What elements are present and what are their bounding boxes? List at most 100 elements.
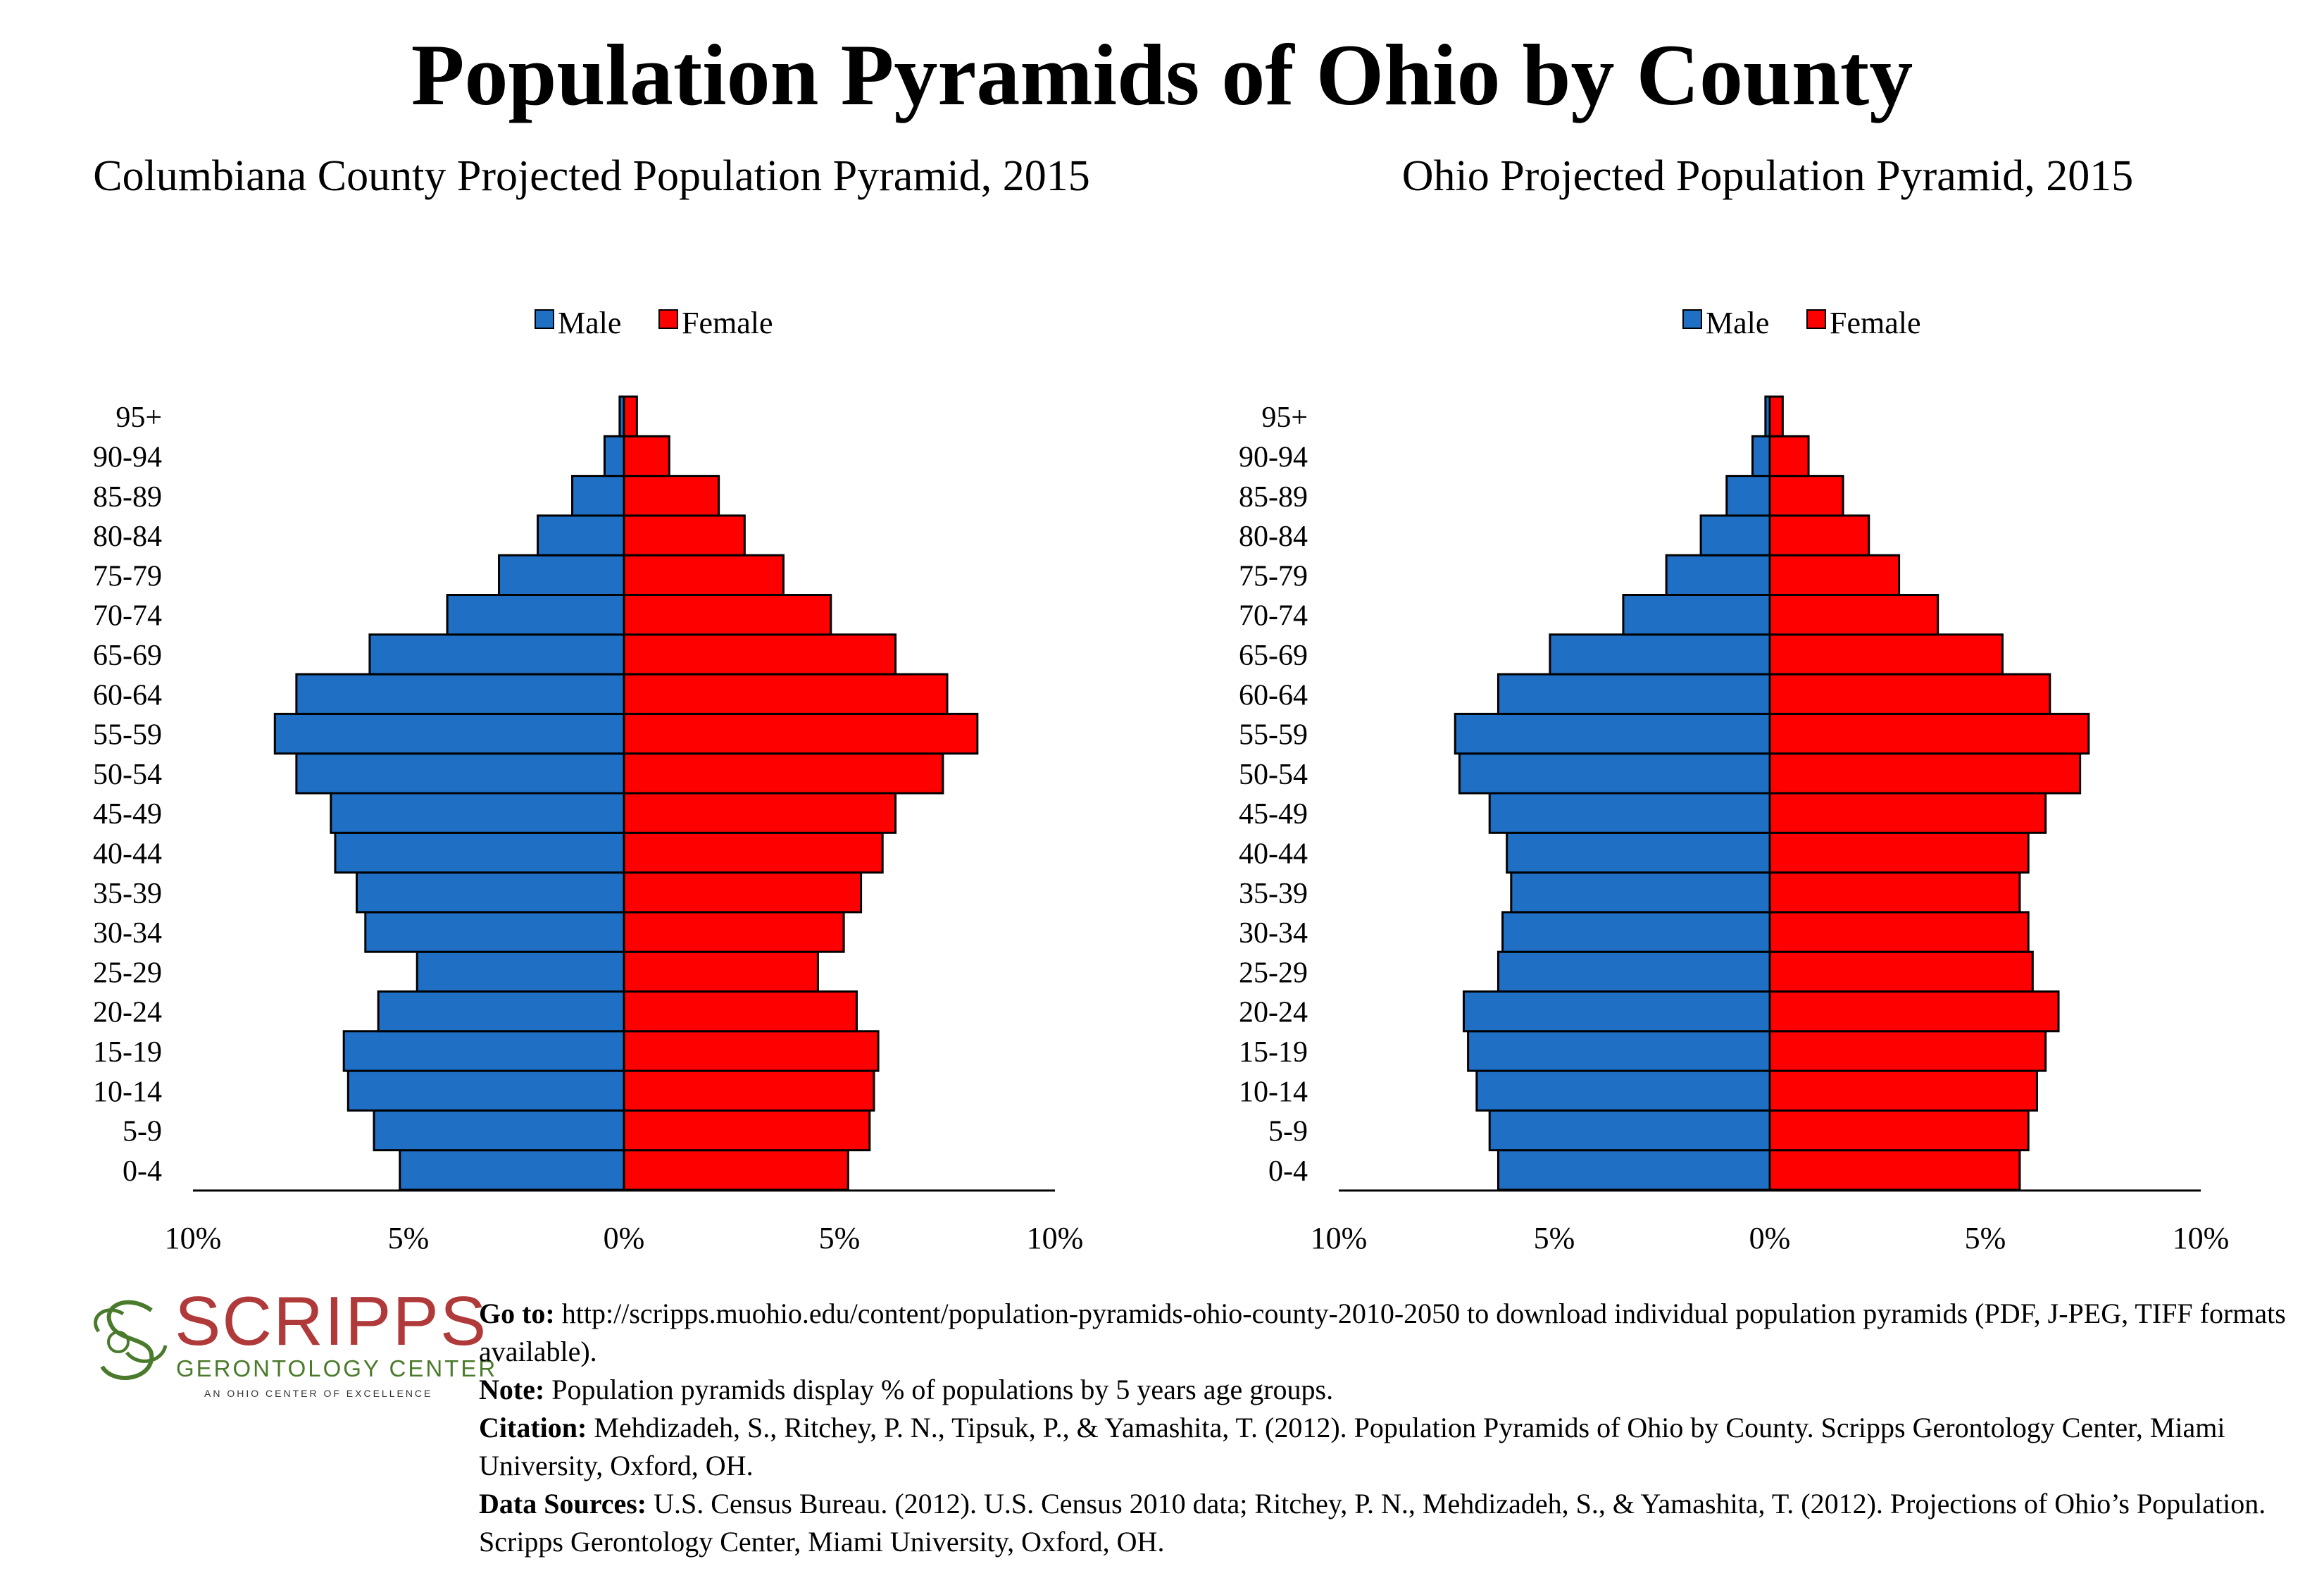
age-label: 15-19: [1239, 1036, 1308, 1069]
bar-female-55-59: [1768, 712, 2090, 755]
age-label: 35-39: [1239, 878, 1308, 910]
bar-female-75-79: [623, 554, 785, 597]
bar-female-30-34: [623, 911, 845, 953]
bar-male-65-69: [1549, 633, 1771, 676]
legend-swatch-female: [1806, 309, 1826, 329]
bar-male-90-94: [603, 435, 625, 478]
age-label: 30-34: [1239, 917, 1308, 950]
bar-female-5-9: [623, 1109, 871, 1152]
age-label: 95+: [115, 402, 162, 434]
bar-male-25-29: [1497, 950, 1771, 993]
x-tick-label: 10%: [2173, 1221, 2230, 1255]
pyramid-charts: Male Female 0-4 5-9 10-14 15-19 20-24 25-29 30-3…: [93, 306, 2230, 1255]
age-label: 0-4: [1268, 1155, 1308, 1188]
bar-female-65-69: [623, 633, 897, 676]
legend-label-male: Male: [1706, 306, 1769, 340]
legend-swatch-male: [1682, 309, 1702, 329]
bar-male-30-34: [364, 911, 625, 953]
sources-note: Data Sources: U.S. Census Bureau. (2012)…: [479, 1485, 2310, 1561]
bar-female-55-59: [623, 712, 979, 755]
note-text: Population pyramids display % of populat…: [544, 1374, 1334, 1405]
age-label: 15-19: [93, 1036, 162, 1069]
age-label: 10-14: [1239, 1076, 1308, 1108]
age-label: 75-79: [93, 560, 162, 592]
bar-male-60-64: [1497, 673, 1771, 715]
bar-female-70-74: [623, 594, 832, 636]
bar-male-40-44: [1506, 831, 1771, 874]
bar-female-60-64: [623, 673, 949, 715]
bar-female-40-44: [623, 831, 884, 874]
bar-female-80-84: [1768, 514, 1870, 557]
goto-label: Go to:: [479, 1298, 555, 1329]
age-label: 35-39: [93, 878, 162, 910]
bar-male-80-84: [537, 514, 625, 557]
age-label: 25-29: [93, 957, 162, 989]
age-label: 90-94: [93, 441, 162, 473]
sources-label: Data Sources:: [479, 1488, 647, 1519]
bar-male-60-64: [295, 673, 625, 715]
bar-male-65-69: [368, 633, 625, 676]
age-label: 85-89: [93, 481, 162, 514]
bar-male-0-4: [399, 1149, 625, 1191]
bar-male-85-89: [1725, 475, 1771, 517]
bar-male-45-49: [330, 792, 625, 834]
bar-male-90-94: [1751, 435, 1771, 478]
page-title: Population Pyramids of Ohio by County: [411, 27, 1913, 123]
bar-male-30-34: [1501, 911, 1771, 953]
goto-text: http://scripps.muohio.edu/content/popula…: [479, 1298, 2286, 1367]
age-label: 95+: [1261, 402, 1308, 434]
age-label: 55-59: [93, 719, 162, 752]
age-label: 75-79: [1239, 560, 1308, 592]
bar-female-30-34: [1768, 911, 2030, 953]
bar-male-20-24: [1462, 990, 1771, 1033]
bar-male-10-14: [346, 1069, 625, 1112]
bar-male-50-54: [295, 752, 625, 795]
bar-female-10-14: [623, 1069, 875, 1112]
x-tick-label: 10%: [1311, 1221, 1368, 1255]
bar-female-65-69: [1768, 633, 2004, 676]
bar-male-50-54: [1458, 752, 1771, 795]
bar-female-85-89: [1768, 475, 1844, 517]
age-label: 85-89: [1239, 481, 1308, 514]
legend-label-female: Female: [682, 306, 773, 340]
legend-swatch-male: [535, 309, 554, 329]
legend-swatch-female: [658, 309, 678, 329]
bar-female-50-54: [623, 752, 944, 795]
bar-female-15-19: [623, 1030, 880, 1072]
bar-female-20-24: [1768, 990, 2060, 1033]
bar-male-45-49: [1488, 792, 1771, 834]
legend-label-female: Female: [1830, 306, 1921, 340]
bar-female-95+: [1768, 395, 1784, 437]
bar-female-40-44: [1768, 831, 2030, 874]
bar-male-15-19: [342, 1030, 625, 1072]
age-label: 25-29: [1239, 957, 1308, 989]
bar-male-35-39: [1510, 871, 1771, 914]
bar-male-25-29: [416, 950, 625, 993]
citation-text: Mehdizadeh, S., Ritchey, P. N., Tipsuk, …: [479, 1412, 2225, 1481]
bar-female-15-19: [1768, 1030, 2047, 1072]
age-label: 20-24: [93, 997, 162, 1029]
bar-male-55-59: [1454, 712, 1771, 755]
bar-female-95+: [623, 395, 638, 437]
age-label: 65-69: [1239, 640, 1308, 672]
age-label: 55-59: [1239, 719, 1308, 752]
age-label: 45-49: [93, 798, 162, 831]
bar-male-0-4: [1497, 1149, 1771, 1191]
bar-male-10-14: [1475, 1069, 1771, 1112]
scripps-swirl-icon: [94, 1300, 168, 1380]
x-tick-label: 5%: [819, 1221, 861, 1255]
age-label: 45-49: [1239, 798, 1308, 831]
age-label: 80-84: [1239, 521, 1308, 553]
bar-male-40-44: [334, 831, 625, 874]
bar-female-20-24: [623, 990, 858, 1033]
age-label: 10-14: [93, 1076, 162, 1108]
x-tick-label: 5%: [1965, 1221, 2006, 1255]
logo-tagline: AN OHIO CENTER OF EXCELLENCE: [204, 1388, 433, 1399]
bar-female-45-49: [1768, 792, 2047, 834]
note-label: Note:: [479, 1374, 545, 1405]
age-label: 50-54: [1239, 759, 1308, 791]
bar-female-10-14: [1768, 1069, 2038, 1112]
bar-male-15-19: [1467, 1030, 1771, 1072]
age-label: 60-64: [93, 679, 162, 711]
bar-male-55-59: [273, 712, 625, 755]
